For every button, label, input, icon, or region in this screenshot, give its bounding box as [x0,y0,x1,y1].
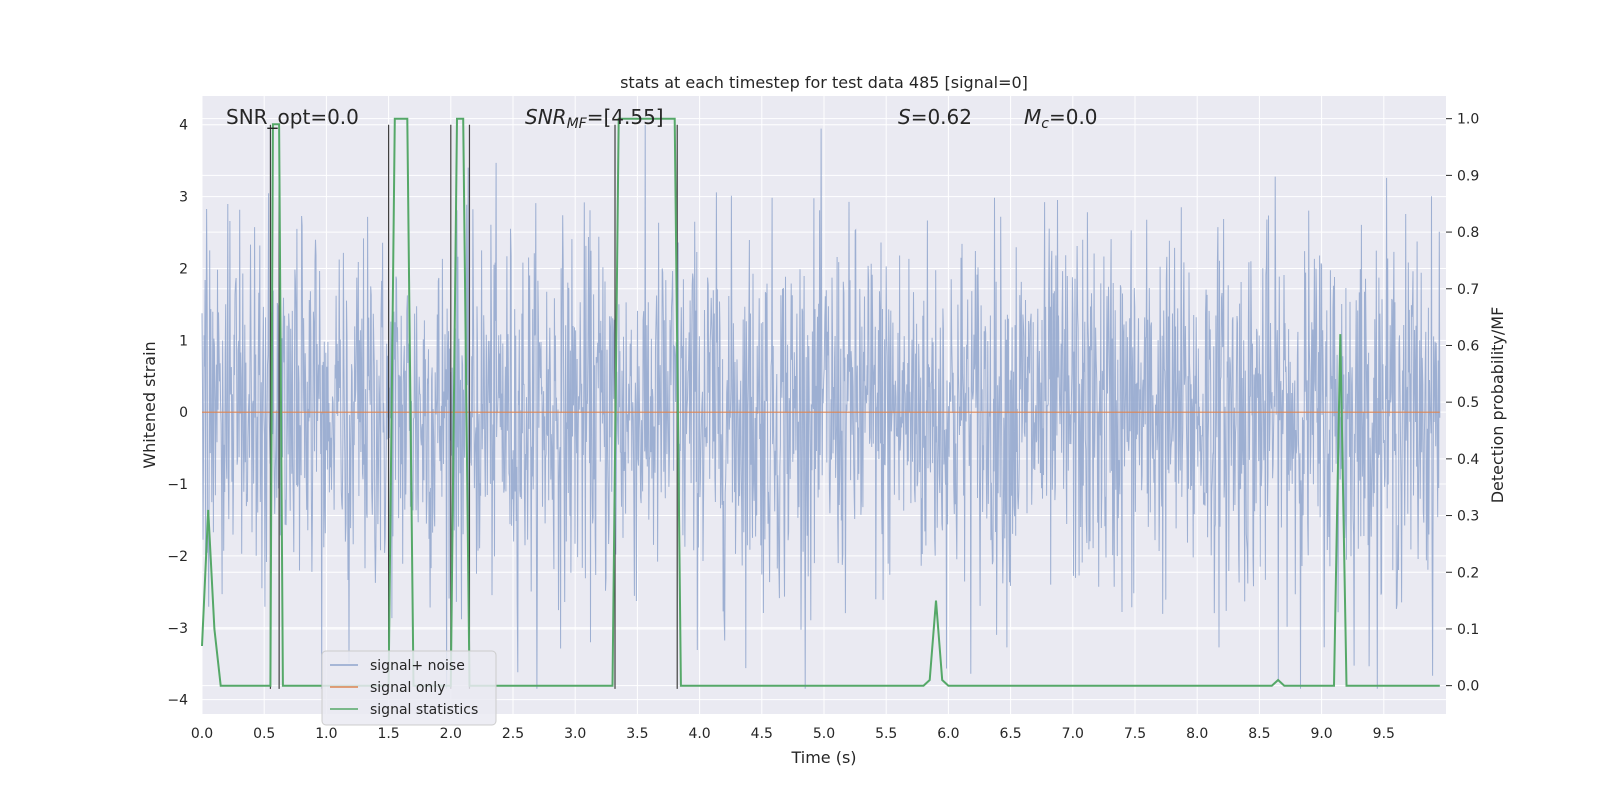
x-tick-label: 6.0 [937,726,959,742]
x-tick-label: 2.5 [502,726,524,742]
y-tick-label: −2 [167,549,188,565]
y-right-tick-label: 0.1 [1457,622,1479,638]
x-tick-label: 4.0 [688,726,710,742]
legend-label-signal-only: signal only [370,680,445,696]
y-right-tick-label: 0.4 [1457,452,1479,468]
legend-label-signal-statistics: signal statistics [370,702,478,718]
snr-mf-rest: =[4.55] [587,105,664,129]
signal-noise-line [201,124,1441,689]
x-axis-ticks: 0.0 0.5 1.0 1.5 2.0 2.5 3.0 3.5 4.0 4.5 5.0 5.5 6.0 6… [191,726,1395,742]
snr-mf-base: SNR [525,105,567,129]
y-right-tick-label: 0.3 [1457,509,1479,525]
x-tick-label: 5.5 [875,726,897,742]
y-tick-label: 2 [179,261,188,277]
y-axis-label: Whitened strain [140,341,159,468]
signal-noise-series [201,124,1441,689]
y-tick-label: 0 [179,405,188,421]
y-right-tick-label: 0.6 [1457,338,1479,354]
y-axis-right-label: Detection probability/MF [1488,307,1507,504]
y-axis-ticks: 4 3 2 1 0 −1 −2 −3 −4 [167,118,188,709]
y-right-tick-label: 0.2 [1457,565,1479,581]
y-tick-label: −4 [167,693,188,709]
y-right-tick-label: 0.8 [1457,225,1479,241]
y-right-tick-label: 0.7 [1457,282,1479,298]
x-axis-label: Time (s) [790,748,856,767]
x-tick-label: 6.5 [999,726,1021,742]
x-tick-label: 8.0 [1186,726,1208,742]
legend-box [321,650,497,726]
snr-opt-annotation: SNR_opt=0.0 [226,105,359,129]
x-tick-label: 1.5 [377,726,399,742]
legend: signal+ noise signal only signal statist… [321,650,497,726]
mc-label: M [1024,105,1041,129]
x-tick-label: 0.5 [253,726,275,742]
x-tick-label: 9.5 [1373,726,1395,742]
x-tick-label: 3.0 [564,726,586,742]
snr-mf-annotation: SNRMF=[4.55] [525,105,664,132]
y-tick-label: 1 [179,333,188,349]
y-tick-label: −3 [167,621,188,637]
mc-sub: c [1041,116,1049,132]
mc-annotation: Mc=0.0 [1024,105,1098,132]
snr-mf-sub: MF [567,116,588,132]
y-tick-label: −1 [167,477,188,493]
s-value: =0.62 [911,105,972,129]
x-tick-label: 1.0 [315,726,337,742]
y-right-tick-label: 0.9 [1457,168,1479,184]
s-label: S [898,105,911,129]
x-tick-label: 5.0 [813,726,835,742]
y-right-tick-label: 0.0 [1457,679,1479,695]
y-tick-label: 3 [179,190,188,206]
mc-value: =0.0 [1049,105,1098,129]
x-tick-label: 8.5 [1248,726,1270,742]
s-annotation: S=0.62 [898,105,972,129]
x-tick-label: 7.0 [1062,726,1084,742]
y-right-tick-label: 0.5 [1457,395,1479,411]
x-tick-label: 2.0 [440,726,462,742]
chart-title: stats at each timestep for test data 485… [620,73,1028,92]
y-right-tick-label: 1.0 [1457,112,1479,128]
legend-label-signal-noise: signal+ noise [370,658,465,674]
x-tick-label: 0.0 [191,726,213,742]
x-tick-label: 3.5 [626,726,648,742]
y-axis-right-ticks: 1.0 0.9 0.8 0.7 0.6 0.5 0.4 0.3 0.2 0.1 0.0 [1446,112,1479,695]
x-tick-label: 7.5 [1124,726,1146,742]
y-tick-label: 4 [179,118,188,134]
x-tick-label: 9.0 [1310,726,1332,742]
x-tick-label: 4.5 [751,726,773,742]
